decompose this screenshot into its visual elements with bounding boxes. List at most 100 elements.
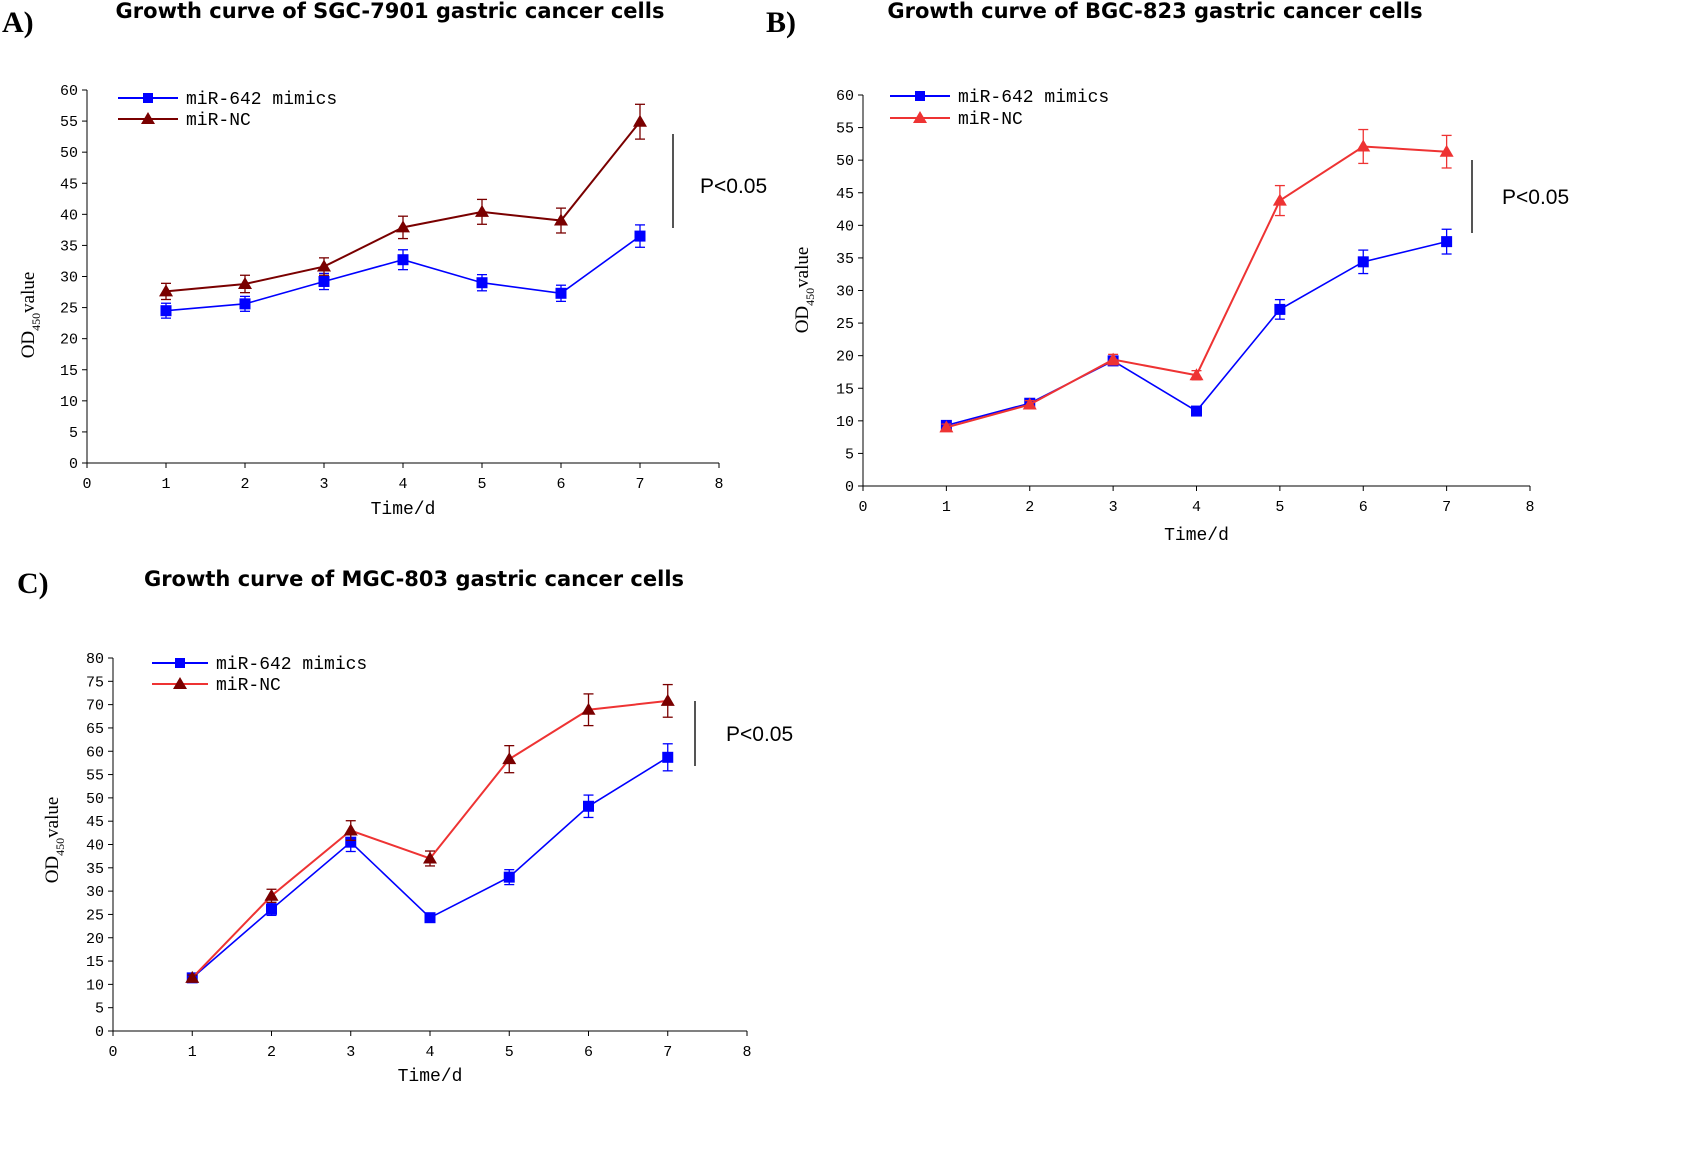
data-point-square [160,305,172,317]
y-tick-label: 30 [836,284,854,301]
series-line-0 [165,235,641,312]
data-point-square [345,836,357,848]
data-point-triangle [502,752,517,765]
data-point-square [1357,256,1369,268]
data-point-square [583,800,594,812]
x-tick-label: 1 [161,476,170,493]
data-point-triangle [317,259,331,272]
data-point-triangle [554,213,568,226]
legend-label: miR-NC [216,676,281,696]
y-tick-label: 65 [86,721,104,738]
legend-marker-square [143,93,153,103]
legend-label: miR-NC [186,111,251,131]
panel-b-p-value: P<0.05 [1502,186,1570,209]
y-axis-label: OD450value [18,272,43,359]
data-point-triangle [660,693,675,706]
panel-b-title: Growth curve of BGC-823 gastric cancer c… [887,0,1423,23]
y-tick-label: 55 [836,121,854,138]
legend-marker-triangle [173,677,187,689]
series-line-1 [946,145,1447,429]
data-point-triangle [423,851,437,864]
x-tick-label: 5 [477,476,486,493]
y-tick-label: 5 [69,425,78,442]
x-tick-label: 8 [714,476,723,493]
legend-marker-square [175,658,185,668]
data-point-triangle [238,276,252,289]
y-tick-label: 15 [60,363,78,380]
data-point-square [476,277,488,289]
y-tick-label: 60 [836,88,854,105]
y-tick-label: 25 [86,907,104,924]
y-axis-label-sub: 450 [29,313,43,331]
data-point-triangle [343,823,358,836]
y-tick-label: 70 [86,698,104,715]
y-axis-label-main: OD [42,856,63,883]
x-axis-label: Time/d [1164,526,1229,546]
legend-marker-triangle [913,111,927,123]
x-tick-label: 3 [346,1044,355,1061]
series-line-0 [946,240,1447,427]
data-point-triangle [475,204,489,217]
series-line-1 [191,699,668,979]
x-tick-label: 2 [1025,499,1034,516]
y-tick-label: 55 [60,114,78,131]
x-tick-label: 0 [858,499,867,516]
y-axis-label-suffix: value [42,797,63,838]
y-axis-label: OD450value [42,797,67,884]
x-tick-label: 0 [108,1044,117,1061]
x-tick-label: 2 [240,476,249,493]
x-tick-label: 8 [742,1044,751,1061]
panel-a-letter: A) [2,6,34,39]
y-tick-label: 10 [836,414,854,431]
y-tick-label: 45 [60,176,78,193]
y-tick-label: 15 [836,381,854,398]
x-tick-label: 2 [267,1044,276,1061]
x-tick-label: 6 [556,476,565,493]
x-tick-label: 4 [425,1044,434,1061]
data-point-square [555,287,567,299]
panel-a-title: Growth curve of SGC-7901 gastric cancer … [115,0,665,23]
data-point-square [1441,236,1453,248]
y-axis-label-main: OD [18,331,39,358]
legend-marker-square [915,91,925,101]
x-tick-label: 8 [1525,499,1534,516]
y-tick-label: 5 [95,1001,104,1018]
data-point-triangle [1189,368,1204,381]
y-tick-label: 45 [86,814,104,831]
x-tick-label: 5 [1275,499,1284,516]
y-tick-label: 40 [86,838,104,855]
y-axis-label-suffix: value [792,247,813,288]
x-tick-label: 4 [398,476,407,493]
x-tick-label: 7 [1442,499,1451,516]
legend-label: miR-642 mimics [186,90,337,110]
data-point-triangle [939,420,954,433]
x-tick-label: 5 [505,1044,514,1061]
legend-label: miR-642 mimics [958,88,1109,108]
panel-c-letter: C) [17,567,49,600]
x-tick-label: 7 [635,476,644,493]
y-tick-label: 15 [86,954,104,971]
y-tick-label: 45 [836,186,854,203]
y-axis-label-sub: 450 [53,838,67,856]
y-axis-label-sub: 450 [803,288,817,306]
legend-label: miR-642 mimics [216,655,367,675]
x-tick-label: 6 [1359,499,1368,516]
y-tick-label: 20 [836,349,854,366]
legend-marker-triangle [141,112,155,124]
y-axis-label-suffix: value [18,272,39,313]
y-tick-label: 0 [95,1024,104,1041]
data-point-triangle [633,114,647,127]
y-tick-label: 20 [86,931,104,948]
series-line-0 [191,756,669,979]
data-point-square [424,912,436,924]
y-tick-label: 20 [60,332,78,349]
data-point-square [1274,303,1286,315]
y-tick-label: 80 [86,651,104,668]
y-tick-label: 0 [69,456,78,473]
y-tick-label: 50 [86,791,104,808]
y-tick-label: 75 [86,674,104,691]
y-tick-label: 60 [60,83,78,100]
data-point-triangle [1106,352,1121,365]
